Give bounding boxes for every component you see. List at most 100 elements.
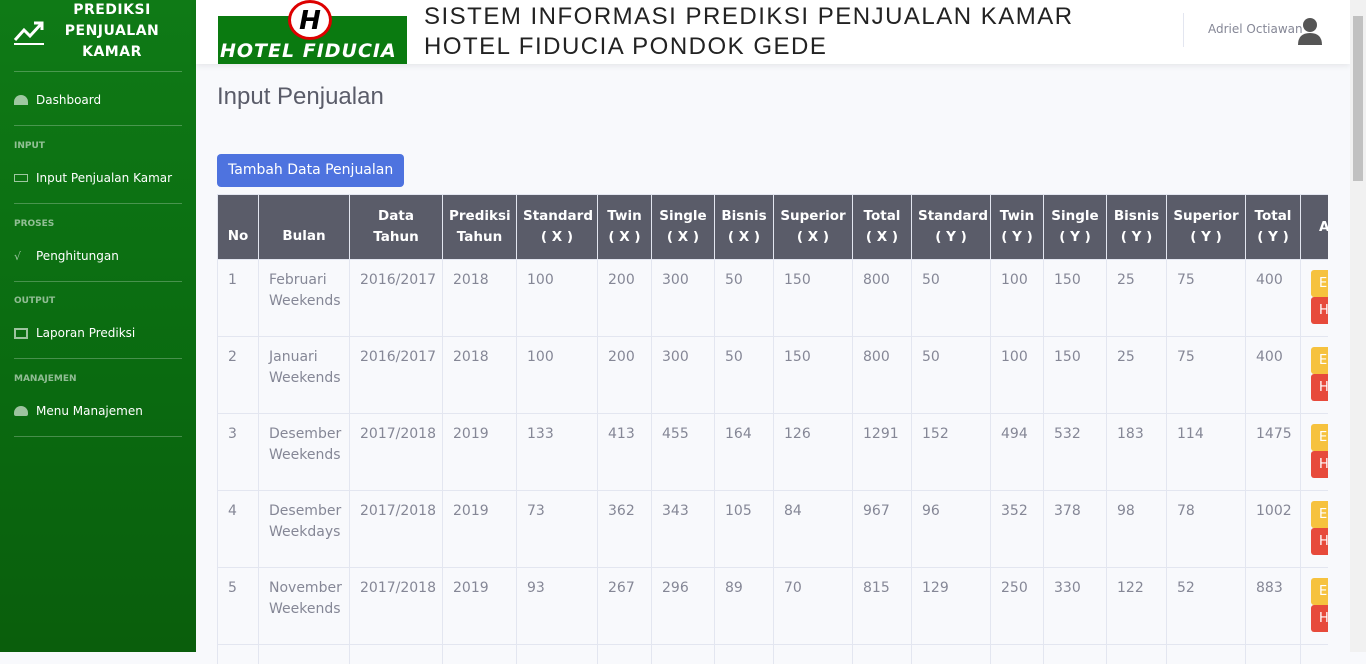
- table-cell: 73: [517, 491, 598, 568]
- table-cell: 98: [1107, 491, 1167, 568]
- nav-item[interactable]: Menu Manajemen: [14, 404, 143, 418]
- column-header: Twin( Y ): [991, 195, 1044, 260]
- edit-button[interactable]: Edit: [1311, 270, 1328, 297]
- table-cell: 200: [598, 260, 652, 337]
- table-cell: Desember Weekdays: [259, 491, 350, 568]
- divider: [1183, 13, 1184, 47]
- table-cell: 70: [774, 568, 853, 645]
- nav-heading: MANAJEMEN: [14, 374, 77, 384]
- column-header: Single( X ): [652, 195, 715, 260]
- table-cell: 75: [1167, 337, 1246, 414]
- table-cell: 150: [774, 337, 853, 414]
- table-cell: 2019: [443, 491, 517, 568]
- table-cell: [218, 645, 259, 664]
- table-cell: [715, 645, 774, 664]
- edit-button[interactable]: Edit: [1311, 347, 1328, 374]
- header-line: Standard: [523, 206, 591, 227]
- table-cell: 100: [991, 337, 1044, 414]
- action-cell: EditHapus: [1301, 414, 1329, 491]
- table-cell: 2019: [443, 414, 517, 491]
- header-line: ( X ): [859, 227, 905, 248]
- nav-item[interactable]: √Penghitungan: [14, 249, 119, 263]
- table-cell: [443, 645, 517, 664]
- table-cell: 2017/2018: [350, 414, 443, 491]
- header-line: Bulan: [265, 226, 343, 247]
- header-line: Bisnis: [1113, 206, 1160, 227]
- header-line: Prediksi: [449, 206, 510, 227]
- delete-button[interactable]: Hapus: [1311, 374, 1328, 401]
- nav-dashboard[interactable]: Dashboard: [14, 93, 101, 107]
- table-cell: 1291: [853, 414, 912, 491]
- logo-text: HOTEL FIDUCIA: [220, 40, 397, 62]
- table-cell: 2018: [443, 337, 517, 414]
- edit-button[interactable]: Edit: [1311, 501, 1328, 528]
- delete-button[interactable]: Hapus: [1311, 605, 1328, 632]
- header-line: ( Y ): [1173, 227, 1239, 248]
- table-cell: [598, 645, 652, 664]
- column-header: Standard( X ): [517, 195, 598, 260]
- user-name[interactable]: Adriel Octiawan: [1208, 22, 1303, 36]
- table-cell: [853, 645, 912, 664]
- nav-item[interactable]: Input Penjualan Kamar: [14, 171, 172, 185]
- delete-button[interactable]: Hapus: [1311, 451, 1328, 478]
- table-cell: 126: [774, 414, 853, 491]
- table-cell: 883: [1246, 568, 1301, 645]
- table-cell: [912, 645, 991, 664]
- brand-line: PREDIKSI: [60, 0, 164, 21]
- table-cell: 494: [991, 414, 1044, 491]
- add-button[interactable]: Tambah Data Penjualan: [217, 154, 404, 187]
- header-line: Total: [1252, 206, 1294, 227]
- table-cell: 133: [517, 414, 598, 491]
- delete-button[interactable]: Hapus: [1311, 297, 1328, 324]
- table-cell: 413: [598, 414, 652, 491]
- table-cell: Januari Weekends: [259, 337, 350, 414]
- column-header: Bisnis( X ): [715, 195, 774, 260]
- divider: [14, 203, 182, 204]
- nav-heading: INPUT: [14, 141, 45, 151]
- header-line: ( Y ): [918, 227, 984, 248]
- column-header: Bisnis( Y ): [1107, 195, 1167, 260]
- header-line: Single: [1050, 206, 1100, 227]
- table-cell: 343: [652, 491, 715, 568]
- header-line: Twin: [604, 206, 645, 227]
- table-cell: 300: [652, 337, 715, 414]
- header-line: ( Y ): [997, 227, 1037, 248]
- action-cell: EditHapus: [1301, 260, 1329, 337]
- table-cell: 150: [1044, 337, 1107, 414]
- table-cell: 815: [853, 568, 912, 645]
- table-cell: 352: [991, 491, 1044, 568]
- table-cell: 2018: [443, 260, 517, 337]
- table-cell: 50: [715, 337, 774, 414]
- edit-button[interactable]: Edit: [1311, 424, 1328, 451]
- header-line: Bisnis: [721, 206, 767, 227]
- scrollbar[interactable]: [1350, 0, 1366, 652]
- logo-emblem: H: [288, 0, 332, 40]
- table-cell: 50: [912, 260, 991, 337]
- header-line: Standard: [918, 206, 984, 227]
- table-cell: 114: [1167, 414, 1246, 491]
- column-header: Superior( Y ): [1167, 195, 1246, 260]
- delete-button[interactable]: Hapus: [1311, 528, 1328, 555]
- table-cell: [1107, 645, 1167, 664]
- table-cell: [517, 645, 598, 664]
- nav-heading: OUTPUT: [14, 296, 55, 306]
- action-cell: EditHapus: [1301, 337, 1329, 414]
- edit-button[interactable]: Edit: [1311, 578, 1328, 605]
- nav-item[interactable]: Laporan Prediksi: [14, 326, 135, 340]
- table-cell: 455: [652, 414, 715, 491]
- table-cell: 75: [1167, 260, 1246, 337]
- column-header: Twin( X ): [598, 195, 652, 260]
- table-cell: 50: [715, 260, 774, 337]
- table-cell: 84: [774, 491, 853, 568]
- avatar[interactable]: [1296, 16, 1324, 46]
- divider: [14, 281, 182, 282]
- table-cell: [652, 645, 715, 664]
- nav-label: Laporan Prediksi: [36, 326, 135, 340]
